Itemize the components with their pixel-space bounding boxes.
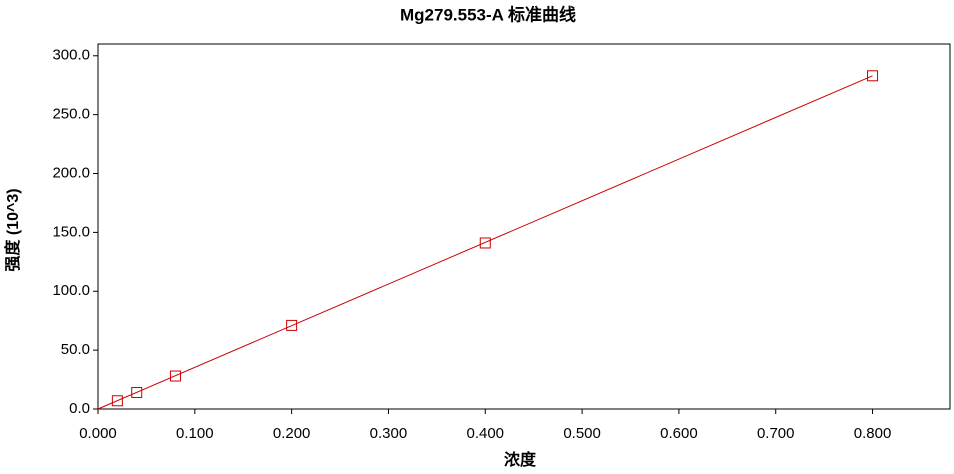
y-tick-label: 200.0 xyxy=(52,164,90,181)
x-tick-label: 0.600 xyxy=(660,425,698,442)
y-tick-label: 250.0 xyxy=(52,106,90,123)
y-axis-label: 强度 (10^3) xyxy=(3,188,22,271)
chart-title: Mg279.553-A 标准曲线 xyxy=(400,4,576,24)
data-point xyxy=(479,237,491,249)
x-tick-label: 0.100 xyxy=(176,425,214,442)
y-tick-label: 100.0 xyxy=(52,282,90,299)
data-point xyxy=(169,370,181,382)
data-point xyxy=(867,70,879,82)
plot-frame xyxy=(97,43,951,410)
x-tick-label: 0.300 xyxy=(370,425,408,442)
x-tick-label: 0.000 xyxy=(79,425,117,442)
x-tick-label: 0.800 xyxy=(854,425,892,442)
data-point xyxy=(286,319,298,331)
x-tick-label: 0.400 xyxy=(466,425,504,442)
data-point xyxy=(131,387,143,399)
fit-line xyxy=(97,75,873,410)
x-axis-label: 浓度 xyxy=(504,450,537,469)
data-point xyxy=(111,395,123,407)
x-tick-label: 0.500 xyxy=(563,425,601,442)
x-tick-label: 0.200 xyxy=(273,425,311,442)
y-tick-label: 300.0 xyxy=(52,47,90,64)
y-tick-label: 0.0 xyxy=(69,400,90,417)
x-tick-label: 0.700 xyxy=(757,425,795,442)
y-tick-label: 150.0 xyxy=(52,223,90,240)
y-tick-label: 50.0 xyxy=(61,341,90,358)
